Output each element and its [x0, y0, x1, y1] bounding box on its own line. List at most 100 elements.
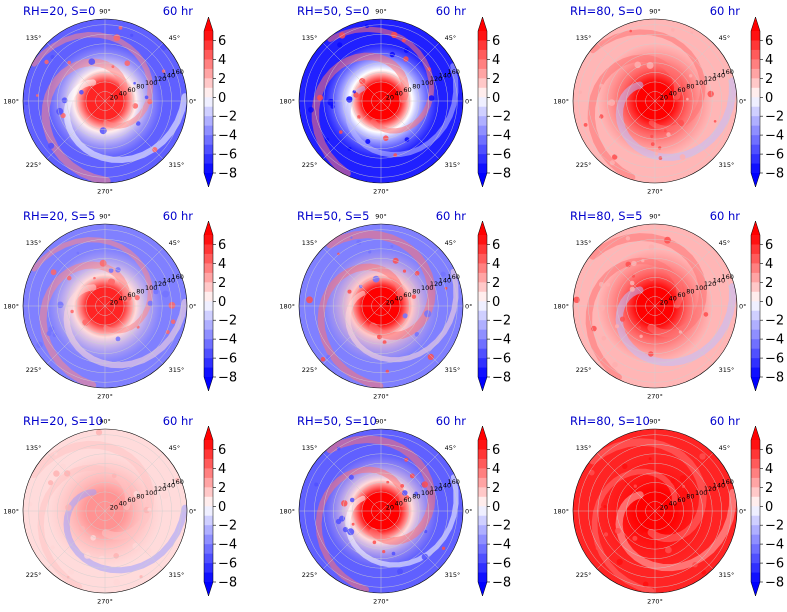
radial-tick-label: 60 [127, 291, 135, 299]
angular-tick-label: 270° [373, 598, 389, 606]
convective-cell [50, 545, 55, 550]
colorbar-level [478, 49, 487, 60]
colorbar-tick-label: 6 [492, 443, 500, 458]
colorbar-level [751, 125, 760, 136]
colorbar-tick-label: −2 [218, 519, 237, 534]
polar-axis-border [298, 428, 464, 594]
angular-tick-label: 0° [189, 508, 196, 516]
colorbar-level [204, 301, 213, 312]
convective-cell [421, 481, 428, 488]
colorbar-level [751, 329, 760, 340]
convective-cell [76, 251, 80, 255]
radial-tick-label: 60 [677, 496, 685, 504]
radial-tick-label: 80 [686, 287, 694, 295]
angular-tick-label: 45° [169, 34, 181, 42]
convective-cell [359, 284, 363, 289]
convective-cell [368, 250, 372, 254]
convective-cell [115, 336, 121, 342]
angular-grid-spoke [104, 247, 164, 307]
colorbar: 6 4 2 0 −2 −4 −6 −8 [477, 16, 511, 188]
colorbar-tick-label: −4 [765, 333, 784, 348]
convective-cell [144, 547, 152, 555]
convective-cell [402, 38, 406, 43]
convective-cell [326, 354, 331, 360]
angular-tick-label: 90° [649, 418, 661, 426]
convective-cell [111, 473, 117, 479]
convective-cell [135, 121, 141, 126]
angular-tick-label: 45° [719, 239, 731, 247]
colorbar-level [204, 244, 213, 255]
panel-title: RH=50, S=0 [297, 4, 369, 18]
colorbar-level [478, 348, 487, 359]
colorbar-level [204, 440, 213, 450]
colorbar-level [204, 506, 213, 517]
panel-time-label: 60 hr [436, 414, 467, 428]
colorbar-level [204, 59, 213, 70]
convective-cell [118, 25, 123, 30]
convective-cell [36, 341, 43, 349]
rainband [317, 263, 404, 388]
polar-axis-border [572, 428, 738, 594]
panel-time-label: 60 hr [436, 209, 467, 223]
colorbar-level [478, 487, 487, 498]
convective-cell [134, 295, 140, 301]
angular-tick-label: 315° [719, 366, 735, 374]
radial-tick-label: 20 [660, 503, 668, 511]
convective-cell [612, 154, 618, 160]
convective-cell [320, 357, 326, 362]
colorbar-extend-min [751, 173, 760, 187]
angular-tick-label: 225° [26, 571, 42, 579]
convective-cell [67, 60, 71, 65]
radial-tick-label: 40 [119, 500, 127, 508]
angular-grid-spoke [380, 305, 440, 365]
radial-tick-label: 60 [677, 291, 685, 299]
colorbar-level [204, 348, 213, 359]
colorbar-tick-label: 6 [218, 443, 226, 458]
colorbar-tick-label: 4 [765, 462, 773, 477]
colorbar-tick-label: −2 [492, 110, 511, 125]
convective-cell [357, 115, 361, 119]
convective-cell [66, 275, 72, 281]
colorbar-level [751, 534, 760, 545]
colorbar-level [751, 487, 760, 498]
colorbar-tick-label: 4 [218, 53, 226, 68]
convective-cell [144, 95, 149, 100]
colorbar-level [478, 458, 487, 469]
polar-axis-border [22, 428, 188, 594]
radial-tick-label: 140 [713, 482, 725, 490]
colorbar-level [478, 87, 487, 98]
convective-cell [162, 69, 166, 73]
convective-cell [348, 474, 354, 480]
radial-tick-label: 40 [669, 500, 677, 508]
angular-tick-label: 90° [375, 213, 387, 221]
colorbar-level [204, 97, 213, 108]
convective-cell [677, 119, 684, 127]
angular-grid-spoke [654, 42, 714, 102]
rainband [345, 63, 459, 158]
colorbar-level [751, 525, 760, 535]
rainband [615, 488, 737, 572]
colorbar-level [751, 235, 760, 245]
colorbar-tick-label: −2 [492, 314, 511, 329]
convective-cell [428, 95, 435, 102]
rainband [63, 284, 187, 369]
colorbar-level [751, 87, 760, 98]
angular-tick-label: 180° [3, 98, 19, 106]
radial-tick-label: 20 [110, 503, 118, 511]
convective-cell [93, 276, 96, 280]
colorbar-tick-label: 0 [765, 295, 773, 310]
colorbar-level [204, 310, 213, 321]
colorbar-level [204, 487, 213, 498]
convective-cell [390, 244, 394, 248]
radial-tick-label: 40 [119, 295, 127, 303]
colorbar-level [478, 125, 487, 136]
convective-cell [382, 340, 387, 345]
radial-tick-label: 120 [154, 280, 166, 288]
colorbar-level [751, 97, 760, 108]
colorbar-level [478, 515, 487, 526]
convective-cell [411, 294, 417, 299]
convective-cell [162, 290, 170, 298]
rainband [615, 283, 737, 366]
convective-cell [421, 553, 428, 561]
